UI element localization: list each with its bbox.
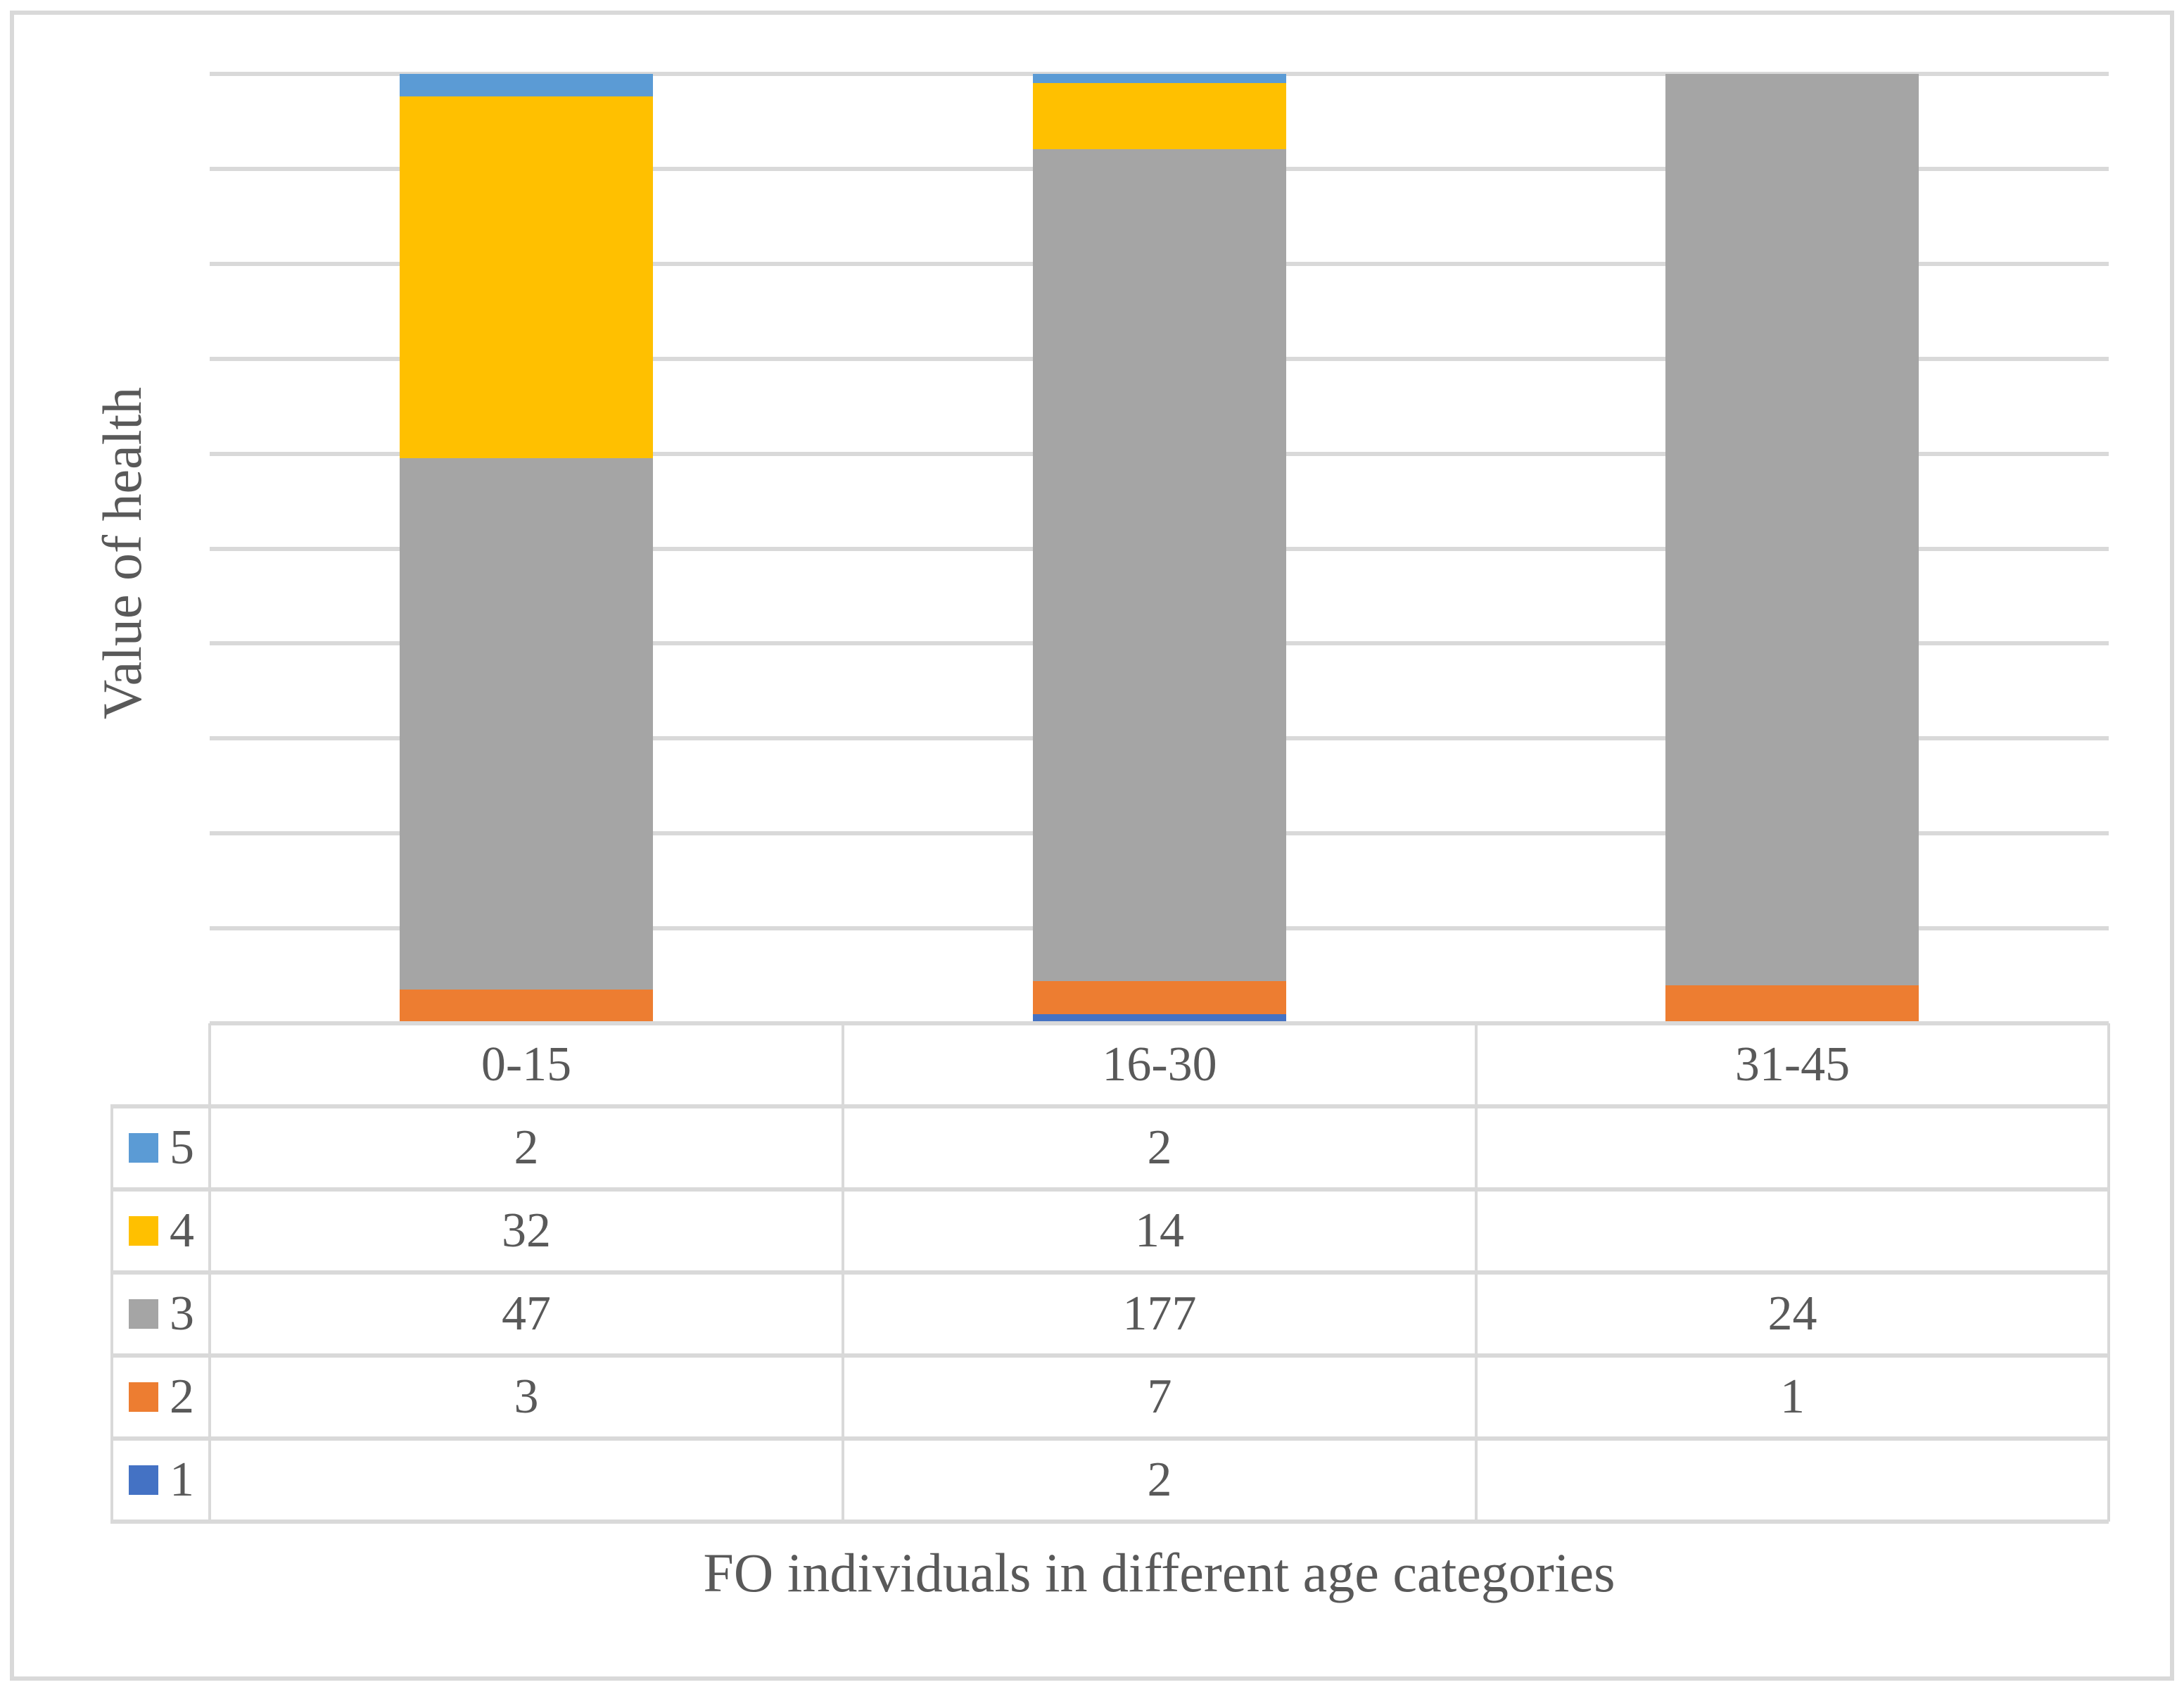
table-cell-s3-c1: 177 <box>1122 1287 1197 1341</box>
bar-segment-series-4-16-30 <box>1032 83 1286 149</box>
legend-swatch-series-1-icon <box>129 1465 158 1495</box>
table-cell-s1-c1: 2 <box>1147 1453 1172 1507</box>
legend-key-series-1: 1 <box>110 1439 210 1522</box>
table-vertical-border-3 <box>2107 1023 2110 1522</box>
table-vertical-border-1 <box>842 1023 844 1522</box>
table-vertical-border-legend-left <box>110 1106 113 1522</box>
legend-key-series-5: 5 <box>110 1106 210 1189</box>
bar-segment-series-3-31-45 <box>1665 74 1919 986</box>
bar-segment-series-3-16-30 <box>1032 149 1286 981</box>
bar-segment-series-1-16-30 <box>1032 1013 1286 1023</box>
legend-label-series-3: 3 <box>170 1287 194 1341</box>
y-axis-title: Value of health <box>91 386 153 720</box>
legend-key-series-3: 3 <box>110 1272 210 1356</box>
table-horizontal-border <box>210 1021 2109 1025</box>
table-cell-s4-c2 <box>1476 1189 2109 1272</box>
table-cell-s4-c1: 14 <box>1135 1203 1184 1258</box>
table-cell-s2-c1: 7 <box>1147 1370 1172 1424</box>
table-horizontal-border <box>110 1270 2109 1275</box>
x-axis-title: FO individuals in different age categori… <box>703 1542 1615 1603</box>
table-header-cell-1: 16-30 <box>1102 1037 1217 1092</box>
table-horizontal-border <box>110 1187 2109 1192</box>
legend-swatch-series-3-icon <box>129 1299 158 1329</box>
bar-segment-series-4-0-15 <box>399 96 653 458</box>
table-cell-s2-c0: 3 <box>514 1370 539 1424</box>
table-cell-s5-c1: 2 <box>1147 1120 1172 1175</box>
bar-segment-series-2-0-15 <box>399 989 653 1023</box>
legend-label-series-4: 4 <box>170 1203 194 1258</box>
table-horizontal-border <box>110 1353 2109 1358</box>
table-header-cell-2: 31-45 <box>1734 1037 1850 1092</box>
table-horizontal-border <box>110 1436 2109 1441</box>
legend-swatch-series-5-icon <box>129 1133 158 1163</box>
table-cell-s5-c0: 2 <box>514 1120 539 1175</box>
plot-area <box>210 72 2109 1023</box>
bar-segment-series-2-31-45 <box>1665 985 1919 1023</box>
table-horizontal-border <box>110 1519 2109 1524</box>
table-cell-s2-c2: 1 <box>1780 1370 1805 1424</box>
table-cell-s1-c2 <box>1476 1439 2109 1522</box>
table-cell-s4-c0: 32 <box>502 1203 551 1258</box>
table-header-cell-0: 0-15 <box>481 1037 572 1092</box>
bar-segment-series-5-16-30 <box>1032 74 1286 84</box>
bar-segment-series-3-0-15 <box>399 458 653 990</box>
table-horizontal-border <box>110 1104 2109 1108</box>
table-vertical-border-0 <box>208 1023 211 1522</box>
legend-swatch-series-4-icon <box>129 1216 158 1246</box>
table-cell-s1-c0 <box>210 1439 843 1522</box>
legend-label-series-1: 1 <box>170 1453 194 1507</box>
legend-key-series-4: 4 <box>110 1189 210 1272</box>
table-cell-s5-c2 <box>1476 1106 2109 1189</box>
legend-label-series-5: 5 <box>170 1120 194 1175</box>
table-vertical-border-2 <box>1475 1023 1478 1522</box>
table-cell-s3-c2: 24 <box>1767 1287 1817 1341</box>
legend-label-series-2: 2 <box>170 1370 194 1424</box>
bar-segment-series-2-16-30 <box>1032 980 1286 1014</box>
legend-key-series-2: 2 <box>110 1356 210 1439</box>
bar-segment-series-5-0-15 <box>399 74 653 97</box>
figure-border <box>10 11 2174 1681</box>
legend-swatch-series-2-icon <box>129 1382 158 1412</box>
table-cell-s3-c0: 47 <box>502 1287 551 1341</box>
